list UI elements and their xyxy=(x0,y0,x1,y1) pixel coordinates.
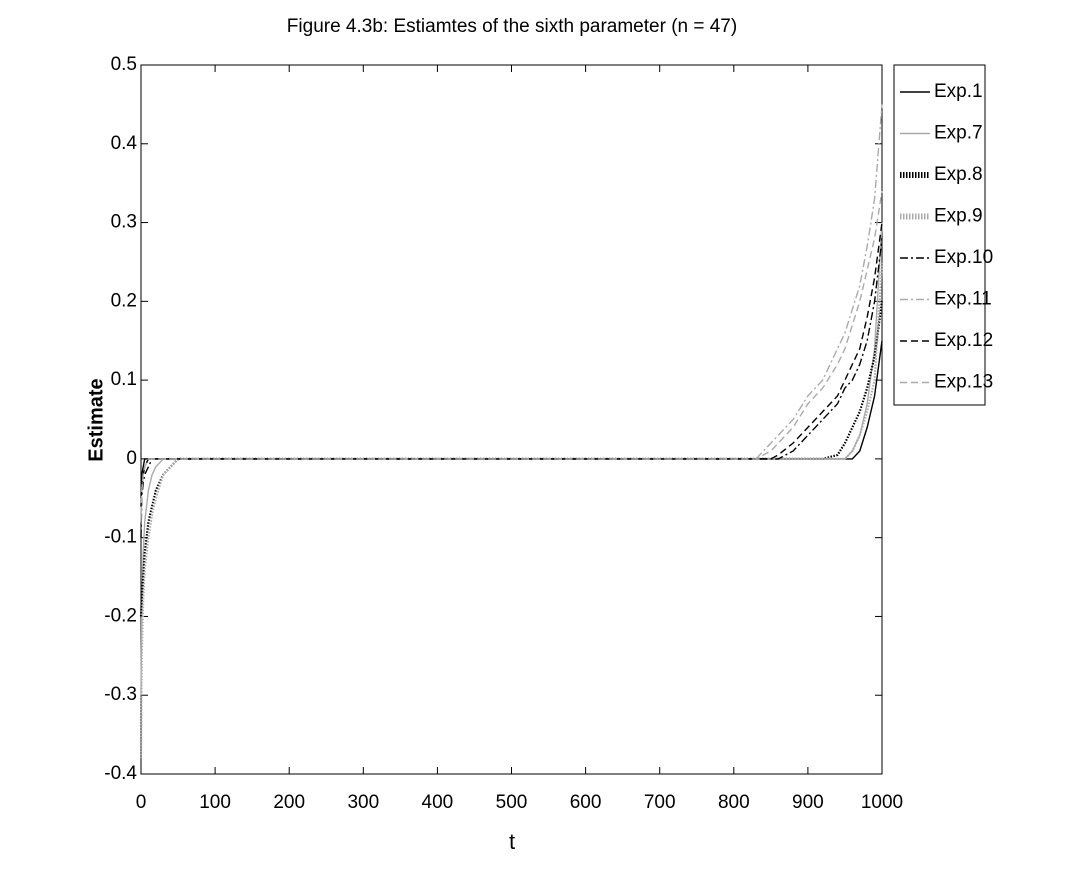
y-tick-label: -0.3 xyxy=(104,684,137,705)
data-line xyxy=(140,190,883,515)
legend-label: Exp.10 xyxy=(934,247,993,268)
x-tick-label: 0 xyxy=(136,792,147,813)
x-tick-label: 600 xyxy=(570,792,602,813)
chart-title: Figure 4.3b: Estiamtes of the sixth para… xyxy=(287,16,737,37)
legend-label: Exp.8 xyxy=(934,164,983,185)
data-line xyxy=(139,301,884,617)
x-tick-label: 500 xyxy=(496,792,528,813)
data-line xyxy=(140,340,883,499)
y-tick-label: -0.4 xyxy=(104,763,137,784)
x-tick-label: 900 xyxy=(792,792,824,813)
plot-frame xyxy=(140,64,883,775)
legend-box xyxy=(893,64,986,406)
x-tick-label: 300 xyxy=(347,792,379,813)
legend-label: Exp.13 xyxy=(934,372,993,393)
legend-label: Exp.7 xyxy=(934,123,983,144)
y-tick-label: -0.2 xyxy=(104,605,137,626)
legend-label: Exp.11 xyxy=(934,289,992,310)
y-axis-label: Estimate xyxy=(85,378,107,461)
legend-label: Exp.12 xyxy=(934,330,993,351)
legend-label: Exp.1 xyxy=(934,81,983,102)
y-tick-label: 0.4 xyxy=(111,133,138,154)
x-axis-label: t xyxy=(509,829,515,854)
data-line xyxy=(140,238,883,538)
y-tick-label: 0.1 xyxy=(111,369,137,390)
x-tick-label: 100 xyxy=(199,792,231,813)
y-tick-label: 0 xyxy=(126,448,137,469)
y-tick-label: 0.2 xyxy=(111,290,137,311)
x-tick-label: 700 xyxy=(644,792,676,813)
legend-label: Exp.9 xyxy=(934,206,983,227)
x-tick-label: 800 xyxy=(718,792,750,813)
x-tick-label: 1000 xyxy=(861,792,903,813)
y-tick-label: 0.3 xyxy=(111,212,137,233)
data-line xyxy=(139,261,884,759)
y-tick-label: 0.5 xyxy=(111,54,137,75)
x-tick-label: 400 xyxy=(422,792,454,813)
y-tick-label: -0.1 xyxy=(104,527,137,548)
data-line xyxy=(140,222,883,507)
x-tick-label: 200 xyxy=(273,792,305,813)
